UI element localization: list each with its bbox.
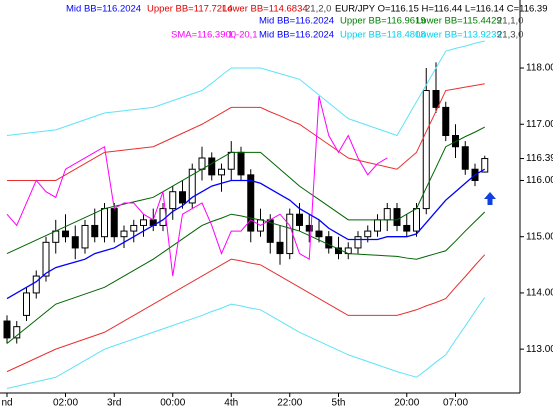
indicator-line xyxy=(7,83,485,181)
candle-body xyxy=(169,191,177,210)
candle-body xyxy=(91,224,99,238)
plot-area xyxy=(3,40,489,389)
x-tick-label: 4th xyxy=(224,398,238,409)
candle-body xyxy=(325,236,333,249)
y-tick-label: 114.00 xyxy=(526,288,553,299)
legend-entry: Lower BB=114.6834 xyxy=(222,4,308,15)
x-tick-label: 02:00 xyxy=(53,398,78,409)
candle-body xyxy=(403,224,411,232)
legend-entry: Upper BB=116.9619 xyxy=(340,16,426,27)
indicator-line xyxy=(6,40,485,137)
candle-body xyxy=(422,90,430,210)
candle-body xyxy=(432,90,440,108)
candle-body xyxy=(374,219,381,232)
candle-body xyxy=(364,230,372,238)
x-tick-label: 22:00 xyxy=(277,398,302,409)
y-tick-label: 113.00 xyxy=(526,344,553,355)
last-price-label: 116.39 xyxy=(526,153,553,164)
candle-body xyxy=(286,213,294,255)
legend-entry: 21,3,0 xyxy=(497,30,523,41)
x-tick-label: 3rd xyxy=(107,398,121,409)
x-tick-label: nd xyxy=(1,398,12,409)
x-tick-label: 5th xyxy=(332,398,346,409)
candle-body xyxy=(208,157,216,176)
candle-body xyxy=(218,168,225,176)
candle-body xyxy=(315,230,323,238)
candle-body xyxy=(227,151,235,170)
y-tick-label: 115.00 xyxy=(526,231,553,242)
candle-body xyxy=(179,191,186,204)
indicator-line xyxy=(6,168,486,300)
indicator-line xyxy=(6,96,388,277)
legend-entry: SMA=116.3900 xyxy=(171,30,236,41)
candle-body xyxy=(276,241,284,255)
legend-entry: 21,2,0 xyxy=(305,4,331,15)
legend-entry: Mid BB=116.2024 xyxy=(259,16,334,27)
candle-body xyxy=(247,174,255,232)
candle-body xyxy=(62,230,69,238)
candle-body xyxy=(52,230,60,243)
candle-body xyxy=(393,208,401,226)
arrow-icon xyxy=(484,192,496,205)
candle-body xyxy=(354,236,362,249)
candle-body xyxy=(13,326,21,339)
y-tick-label: 117.00 xyxy=(526,119,553,130)
candle-body xyxy=(383,208,391,221)
legend-entry: 21,1,0 xyxy=(497,16,523,27)
legend-entry: 1,-20,1 xyxy=(228,30,258,41)
indicator-line xyxy=(6,126,485,255)
candle-body xyxy=(130,224,138,232)
legend-entry: Mid BB=116.2024 xyxy=(66,4,141,15)
legend-entry: Mid BB=116.2024 xyxy=(259,30,334,41)
y-tick-label: 118.00 xyxy=(526,63,553,74)
candle-body xyxy=(42,241,50,277)
y-tick-label: 116.00 xyxy=(526,175,553,186)
legend-entry: Upper BB=118.4808 xyxy=(340,30,426,41)
indicator-line xyxy=(6,297,486,389)
candle-body xyxy=(32,275,40,294)
candle-body xyxy=(442,106,450,136)
candle-body xyxy=(23,292,30,316)
legend-entry: Lower BB=113.9239 xyxy=(416,30,502,41)
legend-entry: Lower BB=115.4429 xyxy=(416,16,502,27)
candle-body xyxy=(101,208,108,238)
x-tick-label: 07:00 xyxy=(443,398,468,409)
candle-body xyxy=(481,158,489,173)
indicator-line xyxy=(6,211,486,344)
legend-entry: Upper BB=117.7214 xyxy=(147,4,233,15)
legend-entry: EUR/JPY O=116.15 H=116.44 L=116.14 C=116… xyxy=(335,4,548,15)
candle-body xyxy=(71,236,79,249)
candle-body xyxy=(3,320,11,339)
candle-body xyxy=(110,208,118,238)
candle-body xyxy=(120,230,128,238)
candle-body xyxy=(237,151,245,176)
candle-body xyxy=(296,213,303,226)
x-tick-label: 20:00 xyxy=(394,398,419,409)
candle-body xyxy=(413,208,420,232)
x-tick-label: 00:00 xyxy=(160,398,185,409)
candle-body xyxy=(81,224,89,249)
indicator-line xyxy=(6,254,486,373)
candle-body xyxy=(305,224,313,232)
candle-body xyxy=(461,146,469,170)
candle-body xyxy=(188,168,196,204)
candle-body xyxy=(140,219,147,226)
